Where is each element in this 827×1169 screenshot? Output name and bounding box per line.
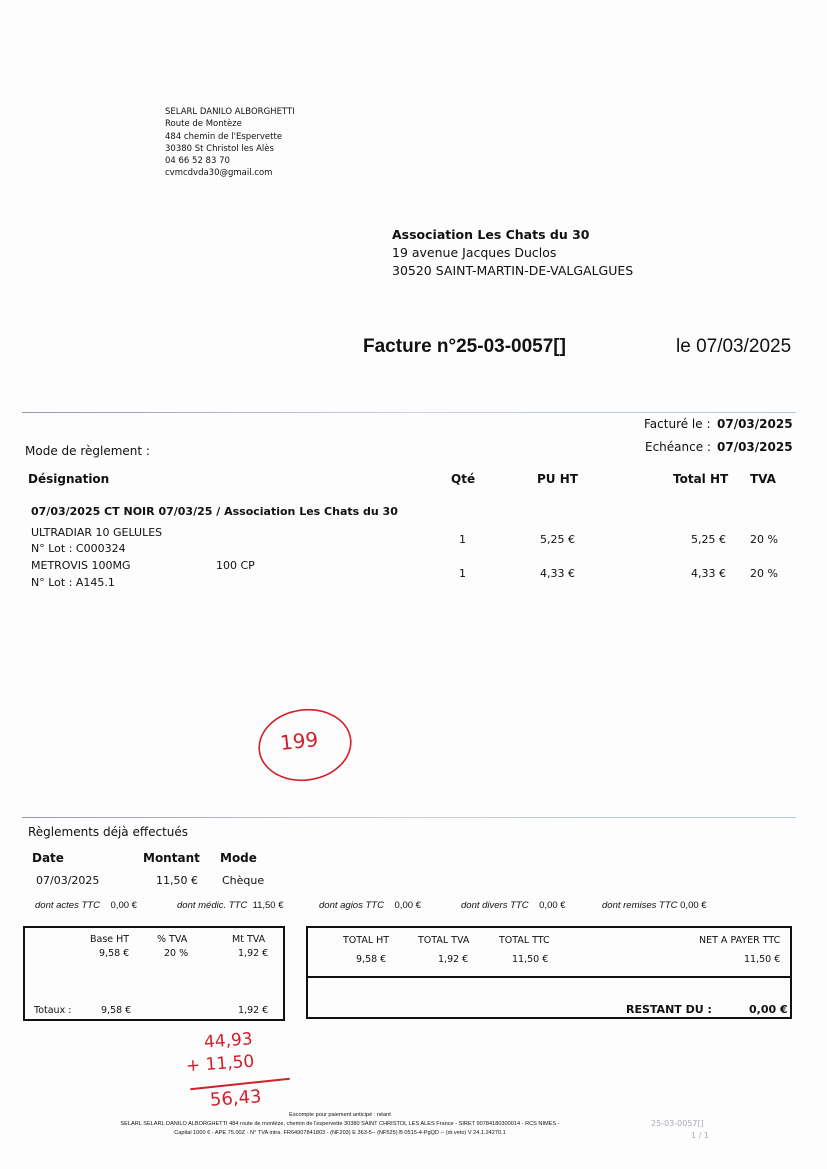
vat-base: 9,58 € — [99, 948, 130, 959]
total-ttc-value: 11,50 € — [512, 954, 549, 965]
invoice-date: le 07/03/2025 — [676, 336, 792, 357]
divider — [22, 817, 796, 818]
item-tva: 20 % — [750, 567, 778, 580]
invoice-title: Facture n°25-03-0057[] — [363, 336, 566, 357]
handwritten-sum-line2: + 11,50 — [185, 1051, 255, 1077]
col-qte: Qté — [451, 472, 476, 486]
recipient-address: 19 avenue Jacques Duclos — [392, 245, 557, 260]
item-pu: 4,33 € — [540, 567, 575, 580]
total-tva-value: 1,92 € — [438, 954, 469, 965]
recipient-name: Association Les Chats du 30 — [392, 227, 590, 242]
restant-du-label: RESTANT DU : — [626, 1003, 712, 1016]
vat-total-base: 9,58 € — [101, 1005, 132, 1016]
col-designation: Désignation — [28, 472, 110, 486]
recipient-city: 30520 SAINT-MARTIN-DE-VALGALGUES — [392, 263, 634, 278]
sender-line: 04 66 52 83 70 — [165, 156, 230, 167]
payment-mode: Chèque — [222, 874, 265, 887]
item-pu: 5,25 € — [540, 533, 575, 546]
breakdown-remises: dont remises TTC 0,00 € — [602, 900, 707, 911]
footer-line1: SELARL SELARL DANILO ALBORGHETTI 484 rou… — [120, 1121, 560, 1127]
payment-date: 07/03/2025 — [36, 874, 100, 887]
col-tva: TVA — [750, 472, 776, 486]
payment-amount: 11,50 € — [156, 874, 198, 887]
breakdown-divers: dont divers TTC 0,00 € — [461, 900, 566, 911]
sender-line: 30380 St Christol les Alès — [165, 143, 274, 154]
vat-col-base: Base HT — [90, 934, 130, 945]
item-designation: METROVIS 100MG — [31, 559, 131, 572]
col-pu-ht: PU HT — [537, 472, 578, 486]
totals-divider — [308, 976, 790, 978]
vat-rate: 20 % — [164, 948, 189, 959]
sender-line: SELARL DANILO ALBORGHETTI — [165, 107, 295, 117]
facture-le-label: Facturé le : — [644, 417, 711, 431]
vat-totals-label: Totaux : — [34, 1005, 72, 1016]
vat-amount: 1,92 € — [238, 948, 269, 959]
total-ttc-label: TOTAL TTC — [499, 935, 550, 946]
page-number: 1 / 1 — [691, 1131, 709, 1140]
net-a-payer-label: NET A PAYER TTC — [699, 935, 781, 946]
col-total-ht: Total HT — [673, 472, 729, 486]
echeance-label: Echéance : — [645, 440, 711, 454]
footer-ref: 25-03-0057[] — [651, 1119, 704, 1128]
vat-box — [23, 926, 285, 1021]
footer-line2: Capital 1000 € - APE 75.00Z - N° TVA int… — [174, 1130, 506, 1136]
sender-line: Route de Montèze — [165, 119, 242, 130]
total-ht-value: 9,58 € — [356, 954, 387, 965]
vat-col-rate: % TVA — [157, 934, 188, 945]
sender-line: 484 chemin de l'Espervette — [165, 131, 283, 142]
breakdown-medic: dont médic. TTC 11,50 € — [177, 900, 284, 911]
payments-col-date: Date — [32, 851, 64, 865]
item-lot: N° Lot : C000324 — [31, 542, 126, 555]
item-designation: ULTRADIAR 10 GELULES — [31, 526, 163, 539]
echeance-value: 07/03/2025 — [717, 440, 793, 454]
handwritten-number: 199 — [278, 727, 320, 755]
payments-title: Règlements déjà effectués — [28, 825, 189, 839]
breakdown-agios: dont agios TTC 0,00 € — [319, 900, 421, 911]
divider — [22, 412, 796, 413]
mode-reglement-label: Mode de règlement : — [25, 444, 150, 458]
item-total: 4,33 € — [691, 567, 726, 580]
vat-col-amount: Mt TVA — [232, 934, 266, 945]
breakdown-actes: dont actes TTC 0,00 € — [35, 900, 137, 911]
net-a-payer-value: 11,50 € — [744, 954, 781, 965]
vat-total-amount: 1,92 € — [238, 1005, 269, 1016]
handwritten-sum-result: 56,43 — [209, 1086, 263, 1111]
totals-box — [306, 926, 792, 1019]
handwritten-circle — [258, 708, 352, 782]
facture-le-value: 07/03/2025 — [717, 417, 793, 431]
total-ht-label: TOTAL HT — [343, 935, 390, 946]
footer: Escompte pour paiement anticipé : néant … — [40, 1111, 640, 1138]
sender-block: SELARL DANILO ALBORGHETTI Route de Montè… — [165, 106, 295, 180]
sender-line: cvmcdvda30@gmail.com — [165, 168, 273, 179]
item-qte: 1 — [459, 533, 466, 546]
item-extra: 100 CP — [216, 559, 255, 572]
total-tva-label: TOTAL TVA — [418, 935, 470, 946]
handwritten-sum-line1: 44,93 — [203, 1029, 254, 1053]
footer-escompte: Escompte pour paiement anticipé : néant — [289, 1112, 391, 1118]
recipient-block: Association Les Chats du 30 19 avenue Ja… — [392, 226, 633, 280]
item-tva: 20 % — [750, 533, 778, 546]
restant-du-value: 0,00 € — [749, 1003, 788, 1016]
item-qte: 1 — [459, 567, 466, 580]
item-lot: N° Lot : A145.1 — [31, 576, 115, 589]
line-group-title: 07/03/2025 CT NOIR 07/03/25 / Associatio… — [31, 505, 398, 518]
payments-col-montant: Montant — [143, 851, 200, 865]
payments-col-mode: Mode — [220, 851, 257, 865]
item-total: 5,25 € — [691, 533, 726, 546]
